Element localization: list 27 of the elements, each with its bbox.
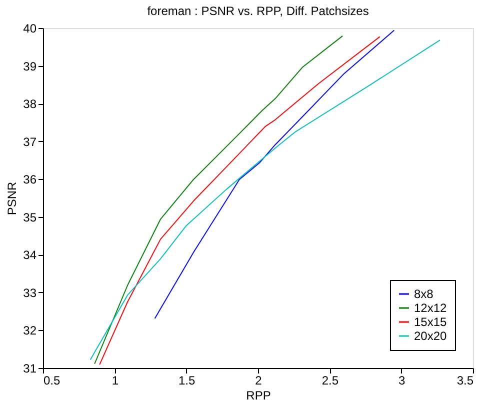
y-tick-label: 33	[23, 286, 37, 300]
legend-label: 20x20	[414, 329, 448, 343]
y-axis-title: PSNR	[5, 182, 20, 216]
y-tick-label: 37	[23, 134, 37, 149]
x-tick-label: 3	[398, 374, 406, 388]
x-tick-label: 0.5	[44, 374, 61, 388]
y-tick-label: 35	[23, 210, 37, 224]
chart-title: foreman : PSNR vs. RPP, Diff. Patchsizes	[147, 4, 369, 18]
x-axis-title: RPP	[246, 388, 271, 402]
x-tick-label: 1.5	[178, 374, 196, 388]
legend-label: 15x15	[414, 315, 448, 329]
line-series	[99, 36, 380, 366]
x-tick-label: 1	[112, 374, 119, 388]
y-tick-label: 39	[23, 59, 37, 74]
x-tick-label: 2.5	[322, 374, 339, 388]
y-tick-label: 34	[23, 248, 37, 262]
line-series	[154, 30, 395, 320]
legend-label: 8x8	[414, 287, 434, 301]
y-tick-label: 32	[23, 324, 37, 338]
x-tick-label: 2	[255, 374, 262, 388]
y-tick-label: 36	[23, 172, 37, 187]
x-tick-label: 3.5	[456, 374, 474, 388]
y-tick-label: 40	[23, 22, 37, 36]
y-tick-label: 38	[23, 97, 37, 112]
y-tick-label: 31	[23, 362, 37, 376]
legend-label: 12x12	[414, 301, 448, 315]
line-series	[94, 35, 344, 364]
